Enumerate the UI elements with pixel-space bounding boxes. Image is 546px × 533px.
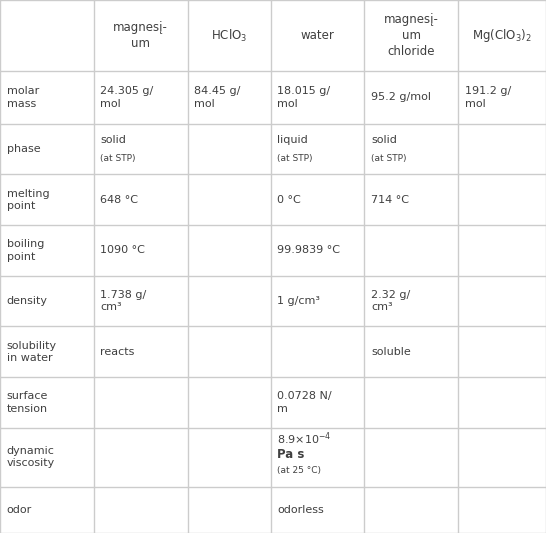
Text: Pa s: Pa s — [277, 448, 305, 461]
Text: 18.015 g/
mol: 18.015 g/ mol — [277, 86, 330, 109]
Text: HClO$_3$: HClO$_3$ — [211, 28, 247, 44]
Text: solid: solid — [371, 135, 397, 145]
Text: odorless: odorless — [277, 505, 324, 515]
Text: liquid: liquid — [277, 135, 308, 145]
Text: (at STP): (at STP) — [100, 154, 136, 163]
Text: phase: phase — [7, 144, 40, 154]
Text: 1090 °C: 1090 °C — [100, 245, 145, 255]
Text: 84.45 g/
mol: 84.45 g/ mol — [194, 86, 240, 109]
Text: 1 g/cm³: 1 g/cm³ — [277, 296, 320, 306]
Text: water: water — [301, 29, 335, 42]
Text: soluble: soluble — [371, 347, 411, 357]
Text: melting
point: melting point — [7, 189, 49, 211]
Text: reacts: reacts — [100, 347, 135, 357]
Text: (at STP): (at STP) — [371, 154, 406, 163]
Text: solid: solid — [100, 135, 126, 145]
Text: 648 °C: 648 °C — [100, 195, 138, 205]
Text: (at 25 °C): (at 25 °C) — [277, 466, 321, 475]
Text: 0 °C: 0 °C — [277, 195, 301, 205]
Text: 99.9839 °C: 99.9839 °C — [277, 245, 340, 255]
Text: 0.0728 N/
m: 0.0728 N/ m — [277, 391, 332, 414]
Text: 8.9×10$^{-4}$: 8.9×10$^{-4}$ — [277, 430, 331, 447]
Text: boiling
point: boiling point — [7, 239, 44, 262]
Text: 191.2 g/
mol: 191.2 g/ mol — [465, 86, 511, 109]
Text: solubility
in water: solubility in water — [7, 341, 57, 363]
Text: magnesį-
um
chloride: magnesį- um chloride — [384, 13, 439, 58]
Text: 95.2 g/mol: 95.2 g/mol — [371, 92, 431, 102]
Text: (at STP): (at STP) — [277, 154, 313, 163]
Text: 2.32 g/
cm³: 2.32 g/ cm³ — [371, 290, 410, 312]
Text: odor: odor — [7, 505, 32, 515]
Text: Mg(ClO$_3$)$_2$: Mg(ClO$_3$)$_2$ — [472, 27, 532, 44]
Text: 714 °C: 714 °C — [371, 195, 409, 205]
Text: molar
mass: molar mass — [7, 86, 39, 109]
Text: magnesį-
um: magnesį- um — [113, 21, 168, 50]
Text: 1.738 g/
cm³: 1.738 g/ cm³ — [100, 290, 146, 312]
Text: 24.305 g/
mol: 24.305 g/ mol — [100, 86, 153, 109]
Text: dynamic
viscosity: dynamic viscosity — [7, 446, 55, 469]
Text: density: density — [7, 296, 48, 306]
Text: surface
tension: surface tension — [7, 391, 48, 414]
